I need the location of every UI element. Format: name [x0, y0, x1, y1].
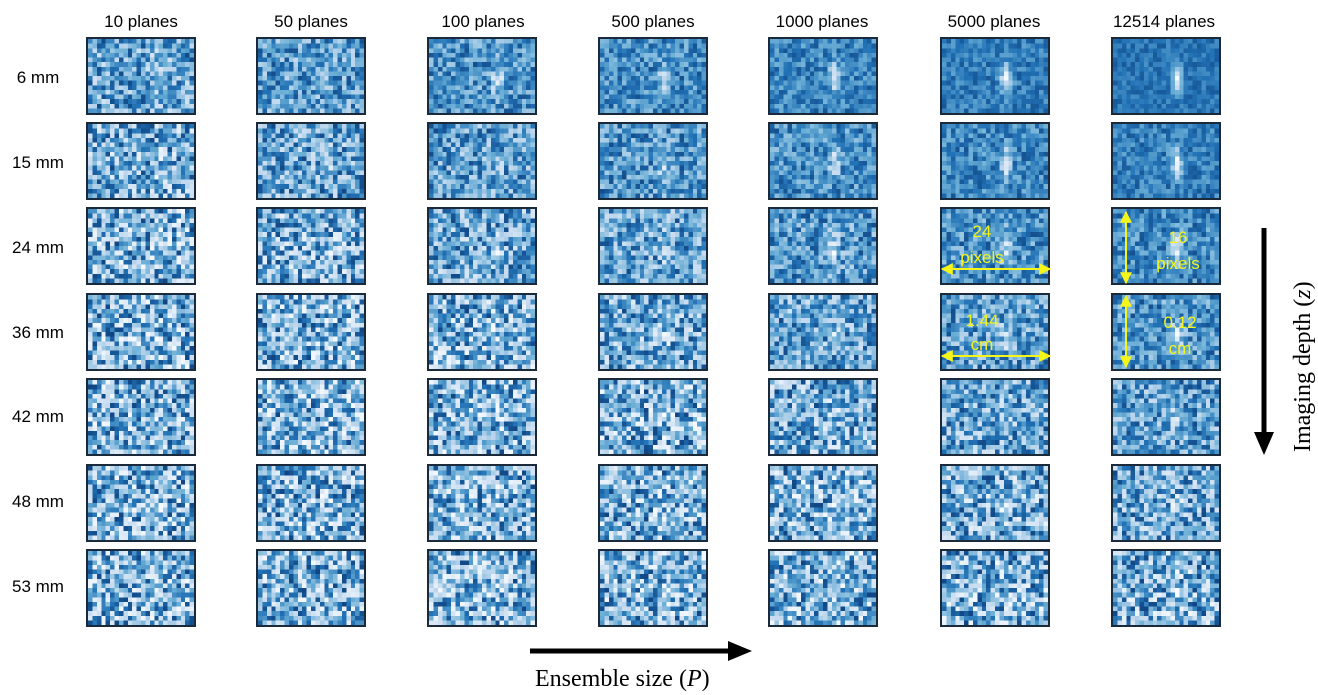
- column-label-100-planes: 100 planes: [441, 12, 525, 31]
- image-tile-r3-c1: [256, 293, 366, 371]
- image-tile-r6-c6: [1111, 549, 1221, 627]
- image-tile-r1-c0: [86, 122, 196, 200]
- annotation-pixels-h: pixels: [1156, 254, 1200, 273]
- row-label-15mm: 15 mm: [12, 153, 64, 172]
- column-label-5000-planes: 5000 planes: [947, 12, 1041, 31]
- image-tile-r6-c4: [768, 549, 878, 627]
- image-tile-r4-c6: [1111, 378, 1221, 456]
- image-tile-r0-c3: [598, 37, 708, 115]
- image-tile-r4-c5: [940, 378, 1050, 456]
- image-tile-r0-c0: [86, 37, 196, 115]
- annotation-1-44: 1.44: [965, 311, 999, 330]
- annotation-16: 16: [1168, 228, 1188, 247]
- image-tile-r6-c3: [598, 549, 708, 627]
- image-tile-r5-c4: [768, 464, 878, 542]
- image-tile-r1-c6: [1111, 122, 1221, 200]
- row-label-36mm: 36 mm: [12, 323, 64, 342]
- image-tile-r1-c5: [940, 122, 1050, 200]
- column-label-50-planes: 50 planes: [274, 12, 348, 31]
- x-axis-label: Ensemble size (P): [535, 666, 710, 692]
- image-tile-r4-c2: [427, 378, 537, 456]
- image-tile-r3-c2: [427, 293, 537, 371]
- row-label-53mm: 53 mm: [12, 577, 64, 596]
- annotation-0-12: 0.12: [1163, 313, 1197, 332]
- row-label-24mm: 24 mm: [12, 238, 64, 257]
- image-tile-r2-c2: [427, 207, 537, 285]
- image-tile-r2-c1: [256, 207, 366, 285]
- annotation-24: 24: [972, 222, 992, 241]
- image-tile-r0-c2: [427, 37, 537, 115]
- image-tile-r4-c1: [256, 378, 366, 456]
- image-tile-r3-c3: [598, 293, 708, 371]
- annotation-pixels-w: pixels: [960, 248, 1004, 267]
- image-tile-r5-c5: [940, 464, 1050, 542]
- annotation-cm-h: cm: [1168, 339, 1192, 358]
- image-tile-r1-c1: [256, 122, 366, 200]
- image-tile-r1-c3: [598, 122, 708, 200]
- image-tile-r4-c3: [598, 378, 708, 456]
- row-label-42mm: 42 mm: [12, 407, 64, 426]
- image-tile-r4-c0: [86, 378, 196, 456]
- row-label-48mm: 48 mm: [12, 492, 64, 511]
- column-label-1000-planes: 1000 planes: [775, 12, 869, 31]
- image-tile-r6-c5: [940, 549, 1050, 627]
- image-tile-r5-c3: [598, 464, 708, 542]
- image-tile-r0-c6: [1111, 37, 1221, 115]
- column-label-10-planes: 10 planes: [104, 12, 178, 31]
- depth-arrow-head: [1254, 432, 1274, 455]
- image-tile-r0-c5: [940, 37, 1050, 115]
- image-tile-r4-c4: [768, 378, 878, 456]
- image-tile-r6-c0: [86, 549, 196, 627]
- image-tile-r3-c0: [86, 293, 196, 371]
- image-tile-r5-c2: [427, 464, 537, 542]
- column-label-500-planes: 500 planes: [611, 12, 695, 31]
- image-tile-r2-c0: [86, 207, 196, 285]
- column-label-12514-planes: 12514 planes: [1112, 12, 1216, 31]
- y-axis-label: Imaging depth (z): [1290, 281, 1316, 452]
- row-label-6mm: 6 mm: [16, 68, 60, 87]
- image-tile-r5-c6: [1111, 464, 1221, 542]
- image-tile-r5-c1: [256, 464, 366, 542]
- image-tile-r5-c0: [86, 464, 196, 542]
- ensemble-arrow-head: [728, 641, 752, 661]
- image-tile-r1-c2: [427, 122, 537, 200]
- image-tile-r2-c4: [768, 207, 878, 285]
- image-tile-r0-c1: [256, 37, 366, 115]
- image-tile-r6-c2: [427, 549, 537, 627]
- image-tile-r2-c3: [598, 207, 708, 285]
- image-tile-r1-c4: [768, 122, 878, 200]
- image-tile-r6-c1: [256, 549, 366, 627]
- annotation-cm-w: cm: [970, 335, 994, 354]
- image-tile-r3-c6: [1111, 293, 1221, 371]
- image-tile-r0-c4: [768, 37, 878, 115]
- image-tile-r3-c4: [768, 293, 878, 371]
